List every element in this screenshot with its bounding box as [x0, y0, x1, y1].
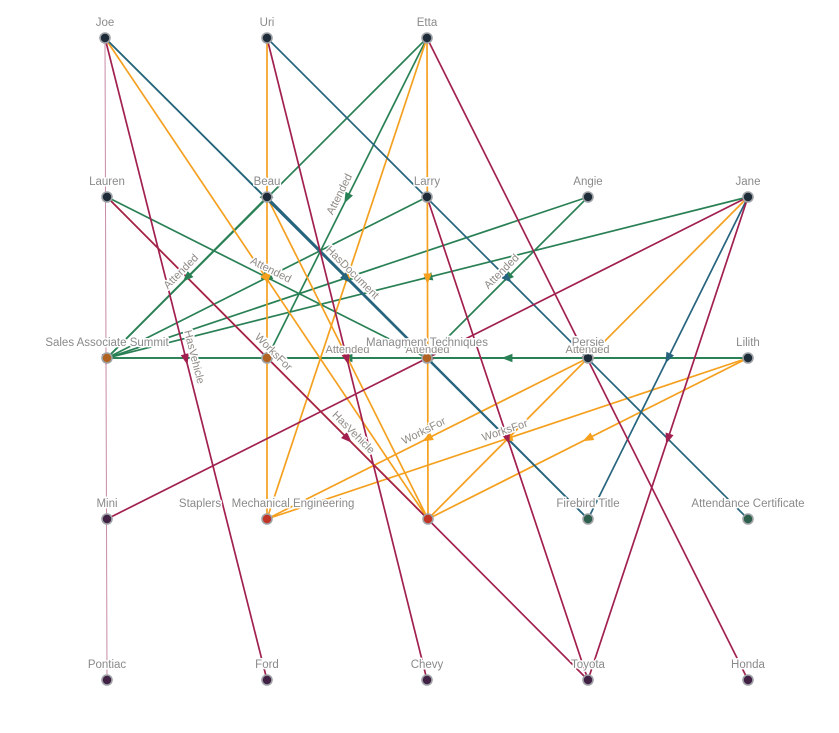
node-beau[interactable] [261, 191, 273, 203]
edge-label-lilith-mt: Attended [565, 344, 609, 356]
arrowhead-larry-toyota [501, 432, 510, 445]
node-label-jane: Jane [736, 176, 761, 188]
node-label-chevy: Chevy [411, 659, 444, 671]
node-honda[interactable] [742, 674, 754, 686]
node-label-larry: Larry [414, 176, 440, 188]
arrowhead-etta-meche [423, 273, 432, 285]
node-mt[interactable] [421, 352, 433, 364]
node-label-beau: Beau [254, 176, 281, 188]
node-label-persie: Persie [572, 337, 605, 349]
arrowhead-joe-firebird [340, 272, 351, 283]
edge-label-joe-firebird: HasDocument [323, 244, 381, 302]
node-label-attcert: Attendance Certificate [691, 498, 804, 510]
node-label-firebird: Firebird Title [556, 498, 619, 510]
arrowhead-etta-event2 [344, 191, 353, 204]
edge-label-lauren-meche: WorksFor [252, 331, 294, 373]
node-label-mini: Mini [96, 498, 117, 510]
node-sas[interactable] [101, 352, 113, 364]
node-joe[interactable] [99, 32, 111, 44]
node-staplers[interactable] [261, 513, 273, 525]
node-firebird[interactable] [582, 513, 594, 525]
node-lauren[interactable] [101, 191, 113, 203]
node-angie[interactable] [582, 191, 594, 203]
edge-label-lauren-mt: Attended [248, 255, 293, 286]
arrowhead-uri-attcert [501, 272, 512, 283]
node-mini[interactable] [101, 513, 113, 525]
node-label-pontiac: Pontiac [88, 659, 127, 671]
node-label-meche: Mechanical Engineering [232, 498, 355, 510]
node-label-toyota: Toyota [571, 659, 605, 671]
node-label-staplers: Staplers [179, 498, 221, 510]
node-ford[interactable] [261, 674, 273, 686]
arrowhead-uri-chevy [341, 353, 350, 365]
arrowhead-joe-ford [180, 353, 189, 365]
node-label-mt: Managment Techniques [366, 337, 488, 349]
arrowhead-uri-staplers [262, 273, 272, 285]
arrowhead-lilith-meche [582, 432, 595, 442]
node-meche[interactable] [422, 513, 434, 525]
node-label-lilith: Lilith [736, 337, 760, 349]
node-uri[interactable] [261, 32, 273, 44]
node-attcert[interactable] [742, 513, 754, 525]
node-label-lauren: Lauren [89, 176, 125, 188]
node-jane[interactable] [742, 191, 754, 203]
arrowhead-jane-toyota [665, 432, 674, 445]
node-etta[interactable] [421, 32, 433, 44]
arrowhead-jane-firebird [665, 351, 674, 364]
node-chevy[interactable] [421, 674, 433, 686]
edge-label-persie-sas: Attended [325, 344, 369, 356]
node-label-ford: Ford [255, 659, 279, 671]
node-label-angie: Angie [573, 176, 602, 188]
node-pontiac[interactable] [101, 674, 113, 686]
node-label-uri: Uri [260, 17, 275, 29]
arrowhead-beau-sas [182, 271, 194, 282]
arrowhead-persie-staplers [422, 432, 434, 442]
arrowhead-lauren-toyota [341, 432, 352, 443]
node-event2[interactable] [261, 352, 273, 364]
arrowhead-lilith-event2 [501, 353, 513, 363]
node-label-etta: Etta [417, 17, 438, 29]
node-label-honda: Honda [731, 659, 765, 671]
node-lilith[interactable] [742, 352, 754, 364]
node-persie[interactable] [582, 352, 594, 364]
edge-label-lilith-sas: Attended [405, 344, 449, 356]
node-larry[interactable] [421, 191, 433, 203]
node-label-sas: Sales Associate Summit [45, 337, 169, 349]
node-toyota[interactable] [582, 674, 594, 686]
node-label-joe: Joe [96, 17, 115, 29]
